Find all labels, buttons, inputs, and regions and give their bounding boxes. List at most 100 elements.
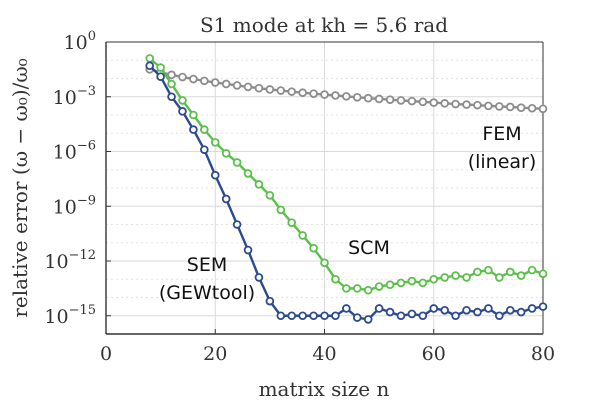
data-point [178,96,187,105]
data-point [298,88,307,98]
data-point [440,99,449,108]
data-point [298,311,307,321]
data-point [516,271,526,280]
x-tick-label: 40 [312,343,336,365]
x-tick-label: 80 [531,343,555,365]
y-tick-label: 10−9 [53,193,96,218]
data-point [385,280,395,290]
data-point [265,191,275,200]
data-point [516,103,526,112]
data-point [156,72,165,81]
x-tick-label: 60 [422,343,446,365]
data-point [342,92,351,101]
data-point [145,61,155,71]
data-point [265,85,275,94]
data-point [527,265,537,275]
data-point [309,243,318,253]
data-point [429,98,439,107]
data-point [189,110,198,120]
data-point [276,205,286,215]
data-point [374,94,384,104]
data-point [210,138,220,147]
data-point [221,149,231,158]
data-point [396,96,406,105]
data-point [167,70,176,80]
data-point [440,305,449,315]
data-point [232,81,242,90]
data-point [156,63,165,72]
series-label: SEM (GEWtool) [159,254,255,304]
data-point [440,273,449,282]
data-point [210,170,220,180]
data-point [167,92,176,102]
data-point [189,74,198,84]
data-point [374,304,384,313]
data-point [342,304,351,313]
data-point [200,76,209,86]
data-point [342,284,351,293]
data-point [352,313,362,322]
data-point [331,91,340,100]
data-point [473,307,482,317]
data-point [396,278,406,288]
y-tick-label: 10−15 [44,303,96,328]
data-point [538,302,548,311]
data-point [538,269,548,279]
data-point [484,265,493,275]
data-point [418,311,428,321]
data-point [451,99,460,109]
data-point [243,245,253,255]
data-point [494,273,504,282]
data-point [374,282,384,291]
y-tick-label: 10−3 [53,84,96,109]
data-point [178,72,187,82]
y-tick-label: 100 [64,29,96,54]
data-point [494,311,504,321]
data-point [429,304,439,313]
data-point [473,100,482,110]
y-tick-label: 10−6 [53,139,96,164]
data-point [352,92,362,102]
data-point [462,305,471,315]
data-point [505,267,515,277]
annotation-layer: FEM (linear) SCM SEM (GEWtool) [159,123,536,304]
data-point [505,102,515,112]
data-point [221,194,231,204]
data-point [320,258,329,268]
data-point [418,278,428,288]
data-point [363,315,373,324]
chart-title: S1 mode at kh = 5.6 rad [200,13,448,37]
data-point [200,145,209,154]
data-point [298,231,307,240]
series-label: FEM (linear) [468,123,537,173]
series-label: SCM [348,237,390,259]
data-point [505,305,515,315]
x-tick-label: 0 [100,343,112,365]
data-point [243,169,253,178]
data-point [309,311,318,321]
data-point [232,158,242,167]
data-point [265,296,275,306]
data-point [287,87,297,96]
y-tick-label: 10−12 [44,248,96,273]
data-point [276,311,286,321]
data-point [473,267,482,277]
data-point [407,276,417,286]
data-point [221,79,231,89]
data-point [331,311,340,321]
data-point [538,104,548,114]
data-point [309,89,318,98]
data-point [254,83,264,93]
data-point [178,107,187,116]
data-point [516,307,526,317]
data-point [320,90,329,99]
data-point [418,97,428,107]
y-axis-label: relative error (ω − ω₀)/ω₀ [8,58,32,317]
data-point [396,311,406,321]
data-point [494,102,504,111]
data-point [429,274,439,284]
data-point [451,271,460,280]
data-point [462,100,471,109]
data-point [363,285,373,295]
